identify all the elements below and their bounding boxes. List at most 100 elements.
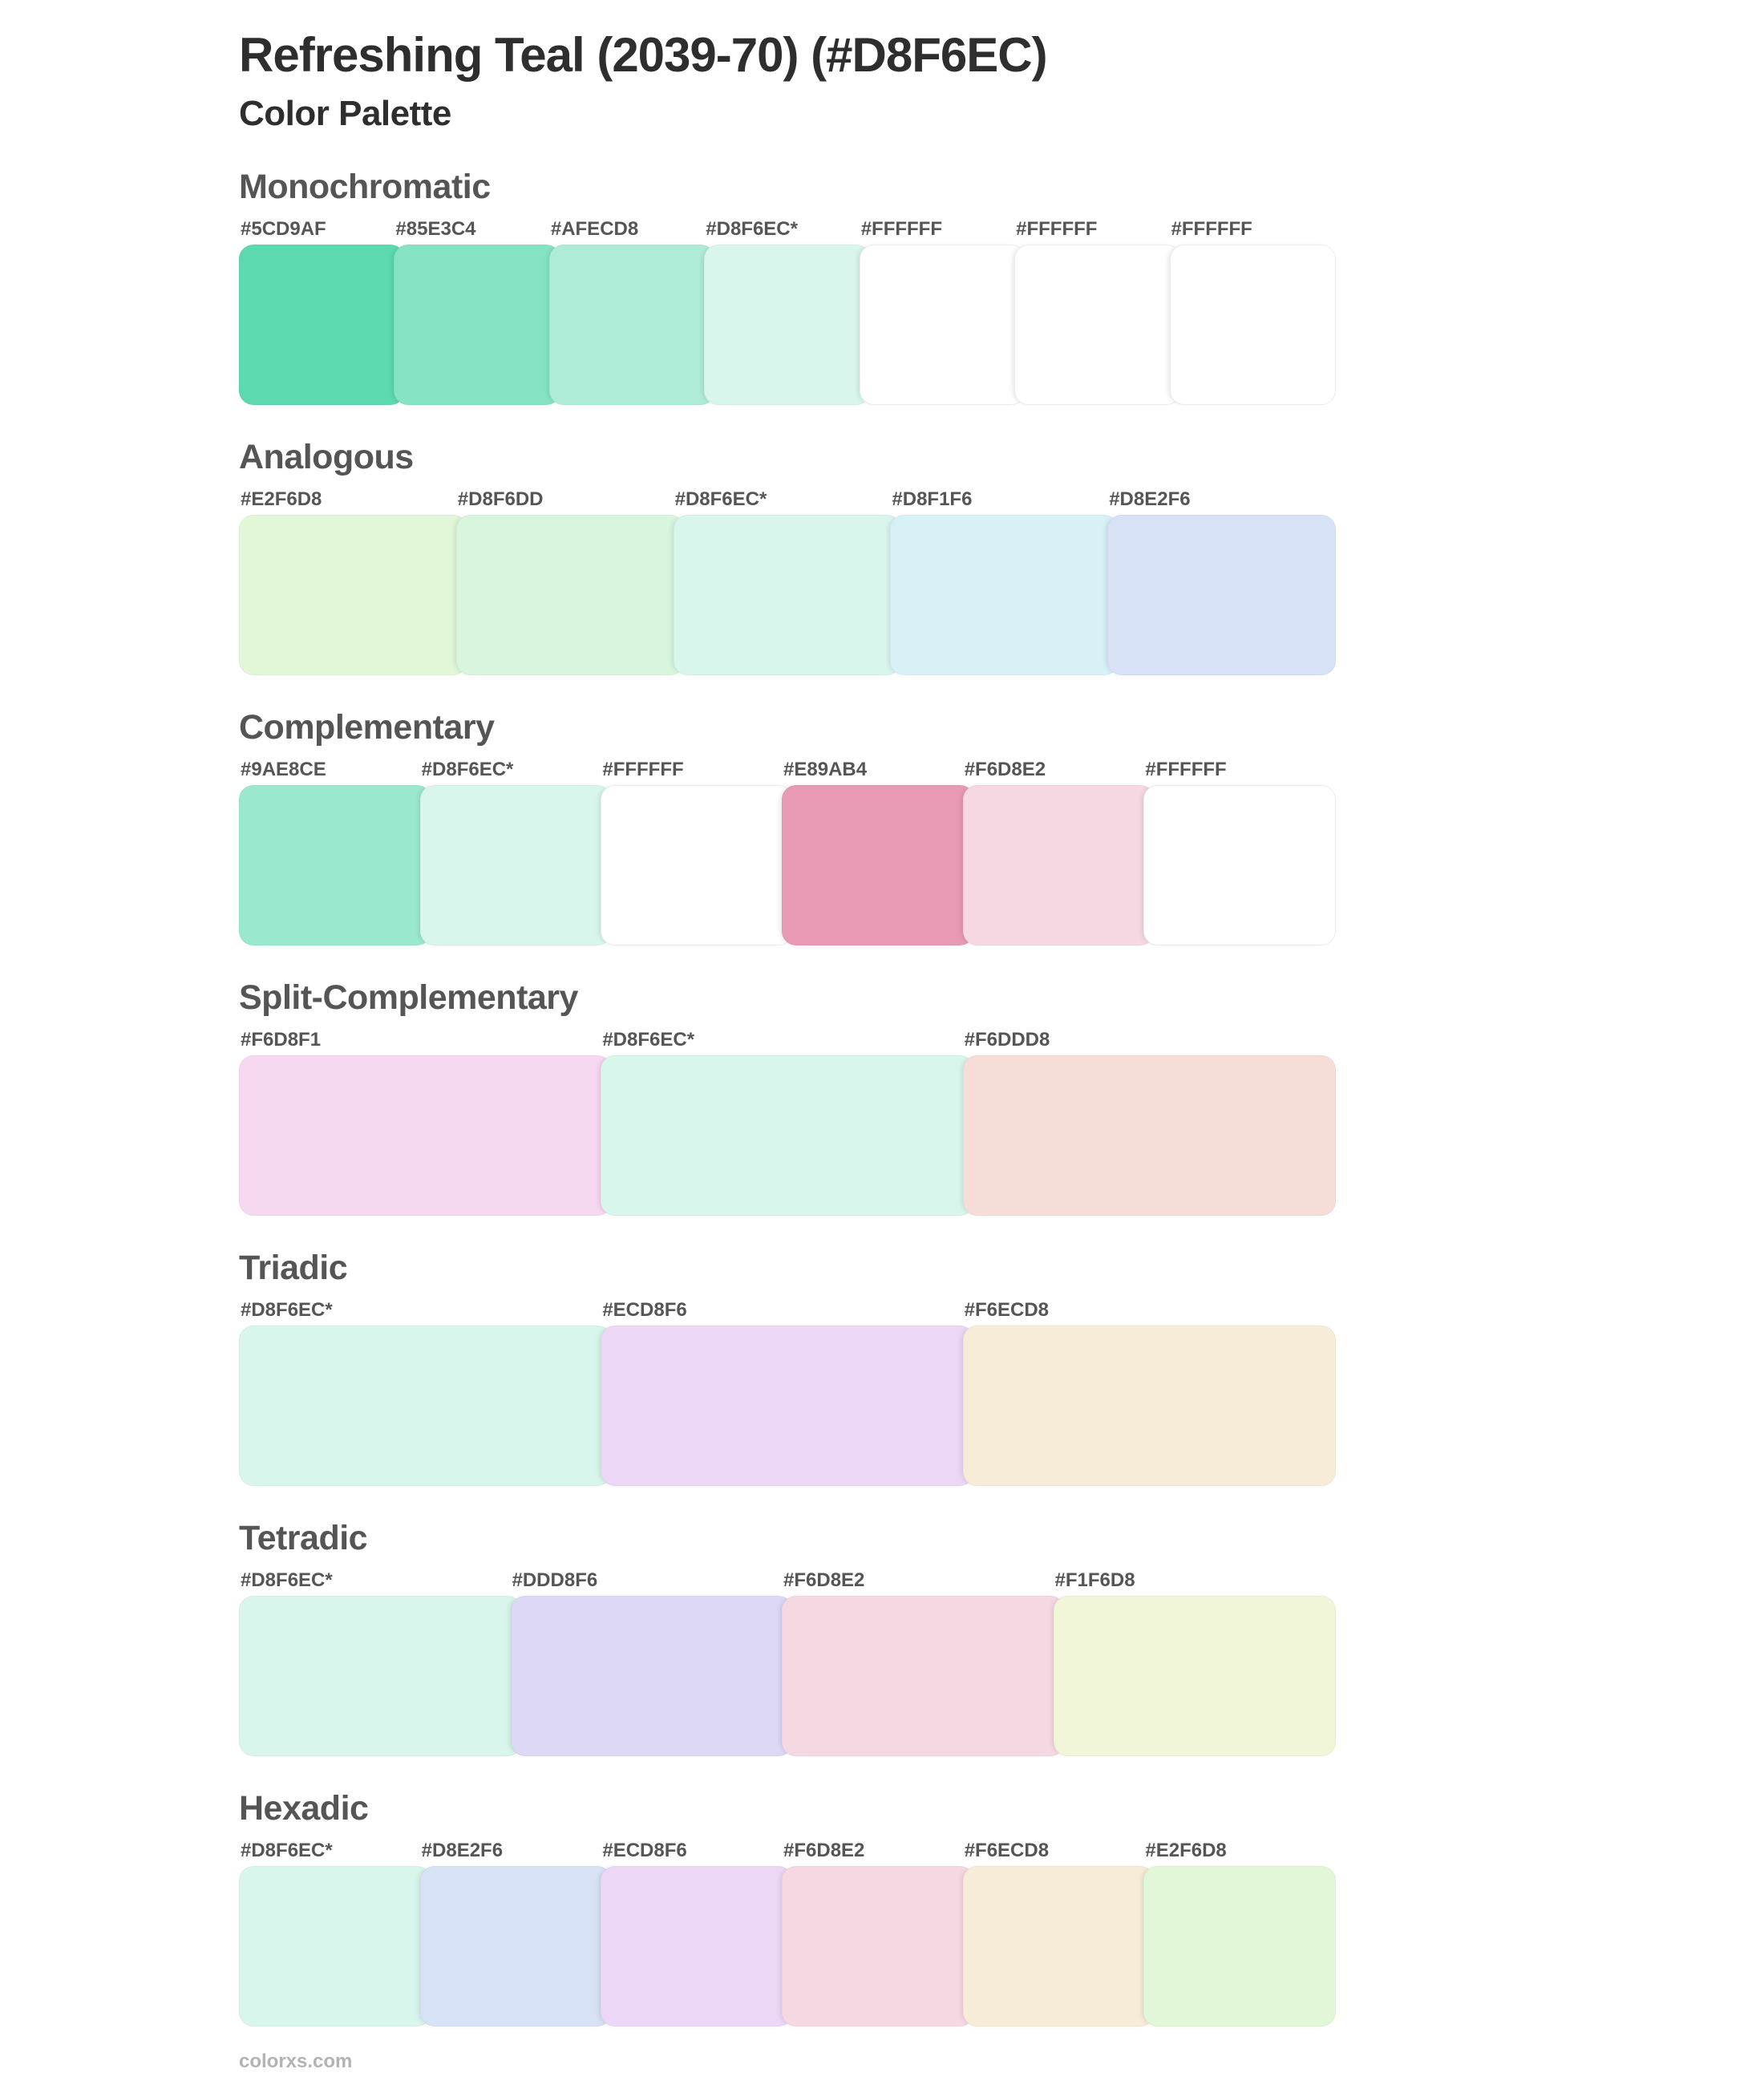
swatch-hex-label: #9AE8CE	[241, 758, 326, 780]
color-swatch[interactable]	[1053, 1595, 1336, 1756]
swatch-column: #F6D8E2	[962, 758, 1155, 945]
section-triadic: Triadic #D8F6EC* #ECD8F6 #F6ECD8	[239, 1248, 1523, 1486]
color-swatch[interactable]	[1143, 784, 1337, 945]
color-swatch[interactable]	[510, 1595, 793, 1756]
color-swatch[interactable]	[1169, 244, 1336, 405]
color-swatch[interactable]	[1143, 1865, 1337, 2026]
section-heading: Analogous	[239, 437, 414, 476]
color-swatch[interactable]	[782, 1595, 1065, 1756]
swatch-column: #D8F6DD	[455, 488, 685, 675]
color-swatch[interactable]	[601, 1325, 974, 1486]
page-subtitle: Color Palette	[239, 94, 451, 133]
swatch-column: #D8F6EC*	[704, 217, 871, 405]
section-heading: Complementary	[239, 707, 495, 747]
swatch-hex-label: #FFFFFF	[860, 217, 942, 240]
swatch-hex-label: #FFFFFF	[1171, 217, 1252, 240]
swatch-column: #F6ECD8	[962, 1839, 1155, 2026]
section-heading: Hexadic	[239, 1788, 369, 1828]
swatch-hex-label: #D8F6DD	[457, 488, 544, 510]
swatch-hex-label: #F6D8F1	[241, 1028, 322, 1051]
swatch-hex-label: #F6D8E2	[783, 1839, 865, 1861]
swatch-row: #E2F6D8 #D8F6DD #D8F6EC* #D8F1F6 #D8E2F6	[239, 488, 1336, 675]
color-swatch[interactable]	[890, 514, 1119, 675]
color-swatch[interactable]	[239, 514, 467, 675]
swatch-column: #D8F6EC*	[239, 1298, 613, 1486]
color-swatch[interactable]	[239, 244, 406, 405]
color-swatch[interactable]	[239, 1325, 613, 1486]
swatch-hex-label: #F6ECD8	[964, 1298, 1050, 1321]
color-swatch[interactable]	[394, 244, 560, 405]
section-heading: Triadic	[239, 1248, 348, 1287]
color-swatch[interactable]	[962, 1865, 1155, 2026]
color-swatch[interactable]	[962, 1325, 1336, 1486]
swatch-hex-label: #F6ECD8	[964, 1839, 1050, 1861]
swatch-column: #FFFFFF	[601, 758, 794, 945]
swatch-row: #D8F6EC* #DDD8F6 #F6D8E2 #F1F6D8	[239, 1569, 1336, 1756]
swatch-hex-label: #D8E2F6	[421, 1839, 504, 1861]
color-swatch[interactable]	[419, 1865, 613, 2026]
swatch-column: #FFFFFF	[1169, 217, 1336, 405]
color-swatch[interactable]	[601, 1865, 794, 2026]
swatch-column: #D8F1F6	[890, 488, 1119, 675]
swatch-hex-label: #ECD8F6	[602, 1839, 687, 1861]
color-swatch[interactable]	[239, 1595, 522, 1756]
swatch-column: #F6ECD8	[962, 1298, 1336, 1486]
swatch-column: #F6D8E2	[782, 1569, 1065, 1756]
color-swatch[interactable]	[962, 784, 1155, 945]
page-content: Refreshing Teal (2039-70) (#D8F6EC) Colo…	[239, 28, 1523, 2072]
swatch-column: #5CD9AF	[239, 217, 406, 405]
section-tetradic: Tetradic #D8F6EC* #DDD8F6 #F6D8E2 #F1F6D8	[239, 1518, 1523, 1756]
page-title: Refreshing Teal (2039-70) (#D8F6EC)	[239, 28, 1048, 82]
color-swatch[interactable]	[239, 1865, 431, 2026]
color-swatch[interactable]	[455, 514, 685, 675]
swatch-hex-label: #FFFFFF	[1145, 758, 1227, 780]
swatch-row: #5CD9AF #85E3C4 #AFECD8 #D8F6EC* #FFFFFF #FFF…	[239, 217, 1336, 405]
swatch-hex-label: #AFECD8	[550, 217, 639, 240]
swatch-hex-label: #D8F6EC*	[602, 1028, 695, 1051]
site-footer-link[interactable]: colorxs.com	[239, 2050, 353, 2072]
swatch-column: #F6D8E2	[782, 1839, 974, 2026]
color-swatch[interactable]	[704, 244, 871, 405]
swatch-column: #85E3C4	[394, 217, 560, 405]
section-monochromatic: Monochromatic #5CD9AF #85E3C4 #AFECD8 #D8F6E…	[239, 169, 1523, 405]
color-swatch[interactable]	[239, 1055, 613, 1216]
swatch-hex-label: #F1F6D8	[1054, 1569, 1135, 1591]
swatch-hex-label: #D8F6EC*	[241, 1839, 333, 1861]
swatch-hex-label: #F6D8E2	[783, 1569, 865, 1591]
color-swatch[interactable]	[601, 1055, 974, 1216]
swatch-hex-label: #DDD8F6	[512, 1569, 598, 1591]
swatch-hex-label: #D8F6EC*	[241, 1298, 333, 1321]
section-analogous: Analogous #E2F6D8 #D8F6DD #D8F6EC* #D8F1F6 #D…	[239, 437, 1523, 675]
swatch-hex-label: #D8E2F6	[1109, 488, 1191, 510]
color-swatch[interactable]	[782, 1865, 974, 2026]
color-swatch[interactable]	[782, 784, 974, 945]
swatch-row: #D8F6EC* #ECD8F6 #F6ECD8	[239, 1298, 1336, 1486]
color-swatch[interactable]	[962, 1055, 1336, 1216]
swatch-column: #F6D8F1	[239, 1028, 613, 1216]
swatch-hex-label: #FFFFFF	[602, 758, 684, 780]
color-swatch[interactable]	[859, 244, 1026, 405]
color-swatch[interactable]	[419, 784, 613, 945]
swatch-column: #9AE8CE	[239, 758, 431, 945]
swatch-hex-label: #85E3C4	[395, 217, 476, 240]
color-swatch[interactable]	[673, 514, 902, 675]
swatch-hex-label: #D8F6EC*	[241, 1569, 333, 1591]
section-hexadic: Hexadic #D8F6EC* #D8E2F6 #ECD8F6 #F6D8E2 #F6E…	[239, 1791, 1523, 2026]
color-swatch[interactable]	[548, 244, 716, 405]
swatch-column: #D8E2F6	[419, 1839, 613, 2026]
color-swatch[interactable]	[1014, 244, 1181, 405]
color-swatch[interactable]	[239, 784, 431, 945]
swatch-hex-label: #F6D8E2	[964, 758, 1046, 780]
swatch-hex-label: #F6DDD8	[964, 1028, 1050, 1051]
swatch-hex-label: #5CD9AF	[241, 217, 326, 240]
section-split-complementary: Split-Complementary #F6D8F1 #D8F6EC* #F6DDD…	[239, 980, 1523, 1216]
swatch-column: #F6DDD8	[962, 1028, 1336, 1216]
swatch-hex-label: #D8F1F6	[892, 488, 973, 510]
swatch-column: #DDD8F6	[510, 1569, 793, 1756]
swatch-hex-label: #E2F6D8	[1145, 1839, 1227, 1861]
color-swatch[interactable]	[1107, 514, 1336, 675]
swatch-column: #D8F6EC*	[673, 488, 902, 675]
palette-sections: Monochromatic #5CD9AF #85E3C4 #AFECD8 #D8F6E…	[239, 169, 1523, 2026]
color-swatch[interactable]	[601, 784, 794, 945]
section-heading: Tetradic	[239, 1518, 368, 1557]
